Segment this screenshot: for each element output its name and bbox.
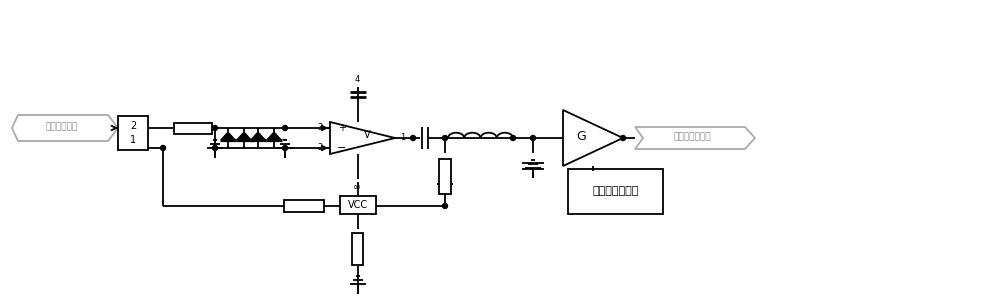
Text: +: + — [338, 123, 346, 133]
Bar — [284, 200, 324, 212]
Text: 2: 2 — [130, 121, 136, 131]
Text: 可控增益放大器: 可控增益放大器 — [592, 186, 639, 197]
Circle shape — [283, 126, 288, 131]
Bar — [340, 196, 376, 214]
Polygon shape — [267, 132, 281, 140]
Text: 3: 3 — [317, 123, 323, 133]
Text: 4: 4 — [355, 75, 360, 84]
Text: G: G — [576, 130, 586, 142]
Circle shape — [160, 146, 166, 150]
Circle shape — [283, 146, 288, 150]
Bar — [174, 123, 212, 133]
Bar — [439, 158, 451, 194]
Polygon shape — [251, 132, 265, 140]
Text: 2: 2 — [317, 144, 323, 152]
Polygon shape — [237, 132, 251, 140]
Bar — [568, 169, 663, 214]
Text: −: − — [337, 143, 347, 153]
Circle shape — [442, 136, 448, 141]
Circle shape — [620, 136, 626, 141]
Circle shape — [411, 136, 416, 141]
Text: 1: 1 — [130, 135, 136, 145]
Circle shape — [511, 136, 516, 141]
Circle shape — [212, 146, 218, 150]
Circle shape — [212, 126, 218, 131]
Text: 探头接收信号: 探头接收信号 — [46, 123, 78, 131]
Circle shape — [442, 204, 448, 208]
Text: 输出到采集芒片: 输出到采集芒片 — [673, 133, 711, 141]
Text: 1: 1 — [400, 133, 406, 142]
Bar — [118, 116, 148, 150]
Circle shape — [530, 136, 536, 141]
Bar — [352, 233, 363, 265]
Text: ∞: ∞ — [353, 182, 362, 192]
Text: V: V — [364, 130, 371, 140]
Text: VCC: VCC — [347, 200, 368, 210]
Polygon shape — [221, 132, 235, 140]
